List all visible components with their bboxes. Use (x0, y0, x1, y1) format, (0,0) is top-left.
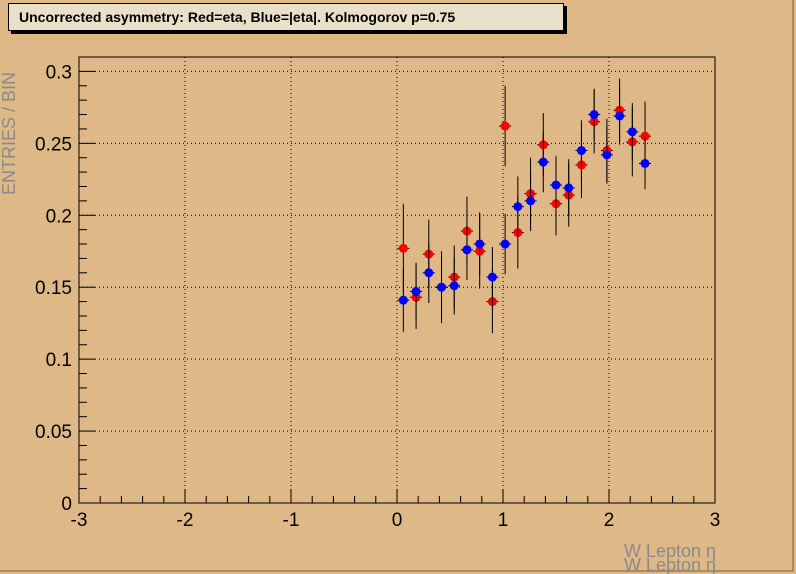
y-tick-label: 0 (61, 494, 72, 515)
x-tick-label: -3 (71, 510, 88, 531)
axes: -3 -2 -1 0 1 2 3 0 0.05 0.1 0.15 0.2 0.25 0.3 (35, 56, 721, 531)
y-tick-label: 0.15 (35, 278, 72, 299)
blue-data-point (640, 158, 650, 168)
y-axis-title: ENTRIES / BIN (0, 72, 19, 195)
red-data-point (500, 121, 510, 131)
x-tick-label: -1 (283, 510, 300, 531)
y-tick-label: 0.05 (35, 422, 72, 443)
blue-data-point (424, 268, 434, 278)
y-tick-label: 0.2 (46, 206, 72, 227)
blue-data-point (437, 282, 447, 292)
x-tick-label: -2 (177, 510, 194, 531)
blue-data-point (564, 183, 574, 193)
blue-data-point (526, 196, 536, 206)
y-tick-label: 0.3 (46, 62, 72, 83)
chart-title: Uncorrected asymmetry: Red=eta, Blue=|et… (8, 3, 564, 31)
blue-data-point (589, 110, 599, 120)
x-tick-label: 3 (710, 510, 721, 531)
blue-data-point (551, 180, 561, 190)
blue-data-point (487, 272, 497, 282)
x-axis-title: W Lepton η (624, 541, 716, 561)
y-tick-label: 0.25 (35, 134, 72, 155)
x-axis-title-ghost: W Lepton η (624, 555, 716, 574)
x-tick-label: 0 (392, 510, 403, 531)
x-tick-label: 1 (498, 510, 509, 531)
blue-data-point (449, 281, 459, 291)
blue-data-point (576, 146, 586, 156)
red-data-point (398, 243, 408, 253)
blue-data-point (538, 157, 548, 167)
blue-data-point (627, 127, 637, 137)
blue-data-point (615, 111, 625, 121)
plot-frame (78, 56, 716, 504)
y-tick-label: 0.1 (46, 350, 72, 371)
x-tick-label: 2 (604, 510, 615, 531)
blue-data-point (462, 245, 472, 255)
blue-data-point (411, 287, 421, 297)
blue-data-point (398, 295, 408, 305)
blue-data-point (475, 239, 485, 249)
blue-data-point (513, 202, 523, 212)
blue-data-point (602, 150, 612, 160)
blue-data-point (500, 239, 510, 249)
data-points (397, 78, 652, 334)
red-data-point (640, 131, 650, 141)
